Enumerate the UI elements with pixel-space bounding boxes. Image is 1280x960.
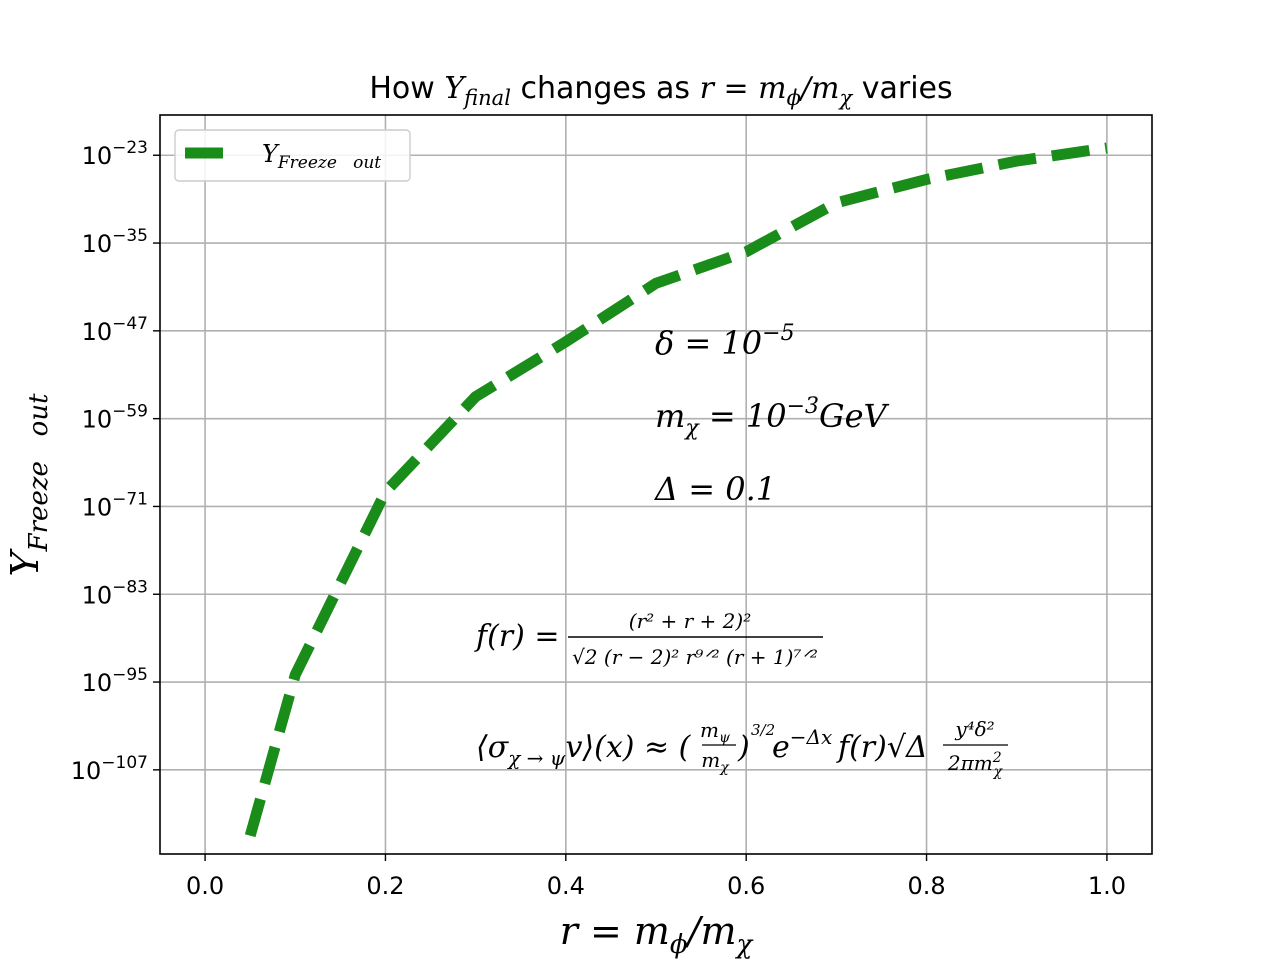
- annotation-Delta: Δ = 0.1: [653, 470, 776, 508]
- y-axis-label: YFreeze out: [3, 393, 54, 577]
- legend-box: [174, 129, 411, 182]
- fr-denominator: √2 (r − 2)² r⁹ᐟ² (r + 1)⁷ᐟ²: [572, 645, 818, 669]
- y-axis-ticks: 10−23 10−35 10−47 10−59 10−71 10−83 10−95 10−10…: [71, 138, 160, 785]
- y-tick-label: 10−107: [71, 753, 148, 785]
- x-axis-label: r = mϕ/mχ: [560, 909, 755, 960]
- sigma-f-sqrt: f(r)√Δ: [836, 730, 928, 765]
- y-tick-label: 10−59: [82, 402, 148, 434]
- x-tick-label: 0.0: [186, 872, 224, 900]
- chart-title: How Yfinal changes as r = mϕ/mχ varies: [369, 71, 952, 110]
- sigma-exp: e−Δx: [772, 725, 832, 765]
- annotation-cross-section: ⟨σχ → ψv⟩(x) ≈ ( mψ mχ ) 3/2 e−Δx f(r)√Δ…: [476, 717, 1008, 780]
- fr-numerator: (r² + r + 2)²: [629, 609, 751, 633]
- y-tick-label: 10−47: [82, 314, 148, 346]
- x-axis-ticks: 0.0 0.2 0.4 0.6 0.8 1.0: [186, 854, 1126, 900]
- x-tick-label: 0.6: [727, 872, 765, 900]
- data-series: [244, 142, 1108, 838]
- y-tick-label: 10−23: [82, 138, 148, 170]
- x-tick-label: 0.4: [547, 872, 585, 900]
- fr-lhs: f(r) =: [474, 619, 560, 654]
- legend: YFreeze out: [174, 129, 411, 182]
- series-line: [244, 142, 1108, 838]
- x-tick-label: 1.0: [1088, 872, 1126, 900]
- annotation-f-of-r: f(r) = (r² + r + 2)² √2 (r − 2)² r⁹ᐟ² (r…: [474, 609, 823, 669]
- sigma-lhs: ⟨σχ → ψv⟩(x) ≈ (: [476, 730, 692, 770]
- legend-label: YFreeze out: [262, 140, 381, 173]
- sigma-power: 3/2: [751, 721, 775, 739]
- y-tick-label: 10−83: [82, 577, 148, 609]
- y-tick-label: 10−71: [82, 489, 148, 521]
- y-tick-label: 10−35: [82, 226, 148, 258]
- plot-area: [160, 115, 1152, 854]
- grid-lines: [160, 115, 1152, 854]
- sigma-frac-den: mχ: [701, 748, 730, 776]
- x-tick-label: 0.8: [907, 872, 945, 900]
- plot-frame: [159, 114, 1153, 855]
- y-tick-label: 10−95: [82, 665, 148, 697]
- annotation-mchi: mχ = 10−3GeV: [655, 394, 890, 441]
- sigma-frac2-den: 2πm2 χ: [947, 750, 1004, 780]
- x-tick-label: 0.2: [366, 872, 404, 900]
- annotation-delta: δ = 10−5: [655, 321, 795, 362]
- sigma-frac-num: mψ: [700, 718, 731, 746]
- sigma-close: ): [737, 730, 750, 765]
- sigma-frac2-num: y⁴δ²: [954, 717, 994, 741]
